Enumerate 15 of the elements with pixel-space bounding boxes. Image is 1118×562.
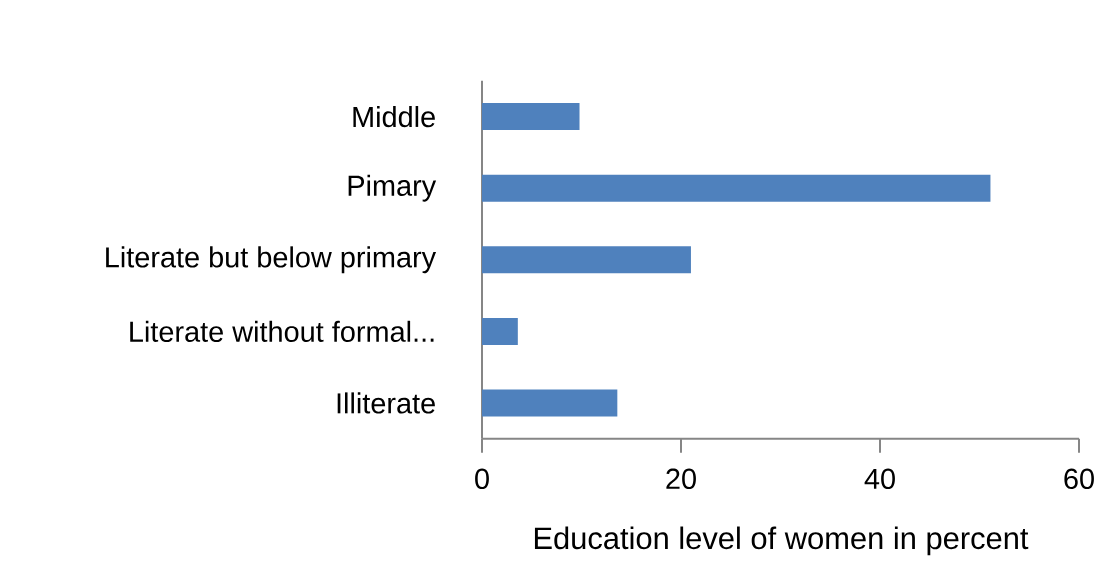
x-tick-label: 40 bbox=[864, 468, 895, 490]
x-axis-title: Education level of women in percent bbox=[534, 526, 1029, 556]
x-tick-label: 20 bbox=[666, 468, 696, 490]
y-tick-label: Literate without formal... bbox=[130, 320, 434, 342]
bar bbox=[482, 174, 991, 202]
x-tick-label: 0 bbox=[475, 468, 489, 490]
y-tick-label: Pimary bbox=[348, 174, 437, 202]
bar bbox=[482, 389, 618, 417]
x-tick-label: 60 bbox=[1064, 468, 1094, 490]
y-tick-label: Illiterate bbox=[337, 392, 435, 414]
bar bbox=[482, 246, 691, 274]
bar bbox=[482, 103, 580, 131]
bar bbox=[482, 317, 518, 345]
y-tick-label: Middle bbox=[353, 105, 435, 128]
y-tick-label: Literate but below primary bbox=[106, 246, 437, 274]
